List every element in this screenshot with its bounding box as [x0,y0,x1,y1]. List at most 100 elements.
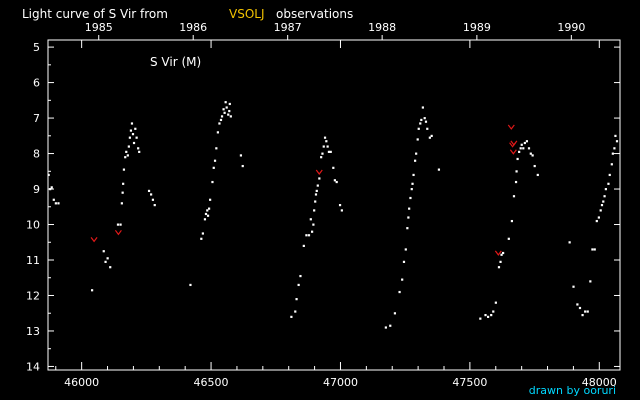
observation-point [312,223,315,226]
observation-point [219,118,223,122]
observation-point [321,152,324,155]
observation-point [527,147,531,150]
axes-layer: 46000 46500 47000 47500 48000 1985 1986 1987 198… [26,21,620,389]
observation-point [206,214,210,217]
year-tick-label: 1986 [179,21,207,34]
y-tick-label: 6 [33,77,40,90]
observation-point [54,202,57,205]
observation-point [409,196,412,200]
observation-point [608,173,611,177]
observation-point [124,156,127,159]
observation-point [603,195,606,198]
observation-point [586,310,589,313]
y-tick-label: 9 [33,183,40,196]
observation-point [426,127,429,130]
fainter-than-mark [509,149,517,155]
observation-point [294,310,297,313]
observation-point [137,147,140,150]
observation-point [340,209,343,212]
observation-point [487,315,490,318]
observation-point [419,122,422,125]
observation-point [120,202,123,205]
observation-point [514,180,518,184]
header-title-prefix: Light curve of S Vir from [22,7,168,21]
observation-point [313,209,316,212]
year-tick-label: 1989 [463,21,491,34]
observation-point [402,260,406,263]
observation-point [536,173,539,177]
observation-point [607,182,610,185]
observation-point [297,283,300,287]
observation-point [421,106,424,109]
observation-point [499,260,502,263]
year-tick-label: 1985 [85,21,113,34]
year-tick-label: 1988 [368,21,396,34]
observation-point [424,120,428,123]
observation-point [316,184,319,187]
observation-point [393,312,397,315]
observation-point [224,101,227,104]
observation-point [239,154,243,157]
observation-point [311,230,314,233]
observation-point [229,115,232,118]
observation-point [295,298,298,301]
observation-point [593,248,596,251]
year-tick-label: 1987 [274,21,302,34]
observation-point [122,168,126,171]
observation-point [215,147,218,150]
observation-point [222,108,225,111]
observation-point [604,188,607,191]
year-tick-label: 1990 [557,21,585,34]
observation-point [322,145,325,148]
observation-point [484,314,487,317]
observation-point [127,145,130,148]
observation-point [591,248,594,251]
y-tick-label: 11 [26,254,40,267]
observation-point [150,193,153,196]
x-tick-label: 47500 [452,376,487,389]
observation-point [416,138,419,141]
observation-point [129,129,133,132]
observation-point [600,204,604,207]
observation-point [135,136,138,139]
observation-point [568,241,571,244]
observation-point [428,136,431,139]
observation-point [510,219,514,223]
observation-point [327,150,331,153]
observation-point [516,157,519,161]
observation-point [420,118,423,122]
observation-point [223,111,226,114]
observation-point [318,177,321,180]
plot-frame [47,39,621,371]
x-tick-label: 48000 [582,376,617,389]
observation-point [411,182,414,185]
observation-point [128,136,131,139]
observation-point [299,274,302,278]
observation-point [389,324,392,327]
x-tick-label: 46000 [64,376,99,389]
observation-point [153,204,156,207]
observation-point [595,219,598,223]
observation-point [204,212,208,216]
observation-point [430,134,433,138]
header-title-suffix: observations [276,7,353,21]
observation-point [220,115,224,118]
observation-point [502,251,505,255]
observation-point [597,216,600,219]
y-tick-label: 12 [26,289,40,302]
observation-point [216,131,219,134]
observation-point [414,159,417,162]
observation-point [584,310,587,313]
observation-point [125,150,128,153]
observation-point [410,188,413,191]
y-tick-label: 13 [26,325,40,338]
observation-point [290,315,293,318]
observation-point [602,200,605,203]
observation-point [307,234,311,237]
observation-point [131,133,135,136]
observation-point [520,143,523,146]
observation-point [335,180,338,184]
observation-point [326,145,329,148]
observation-point [213,159,217,162]
observation-point [132,141,136,145]
